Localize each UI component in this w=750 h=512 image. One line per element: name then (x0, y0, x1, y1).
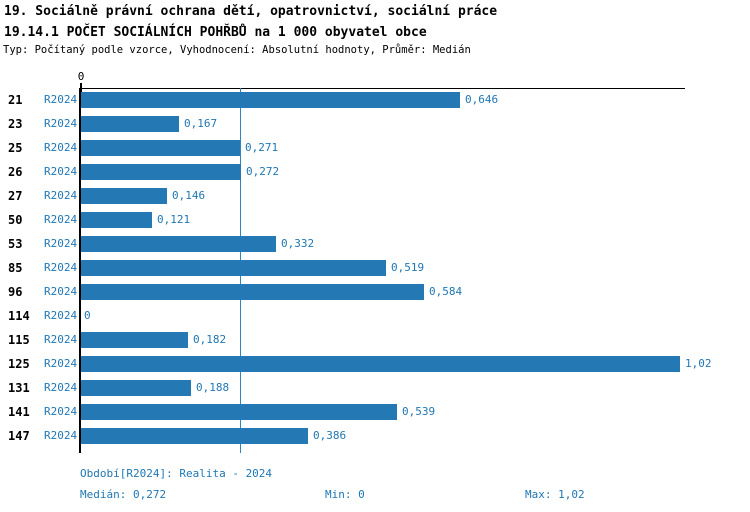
chart-row: 53 R2024 0,332 (0, 236, 750, 252)
chart-row: 125 R2024 1,02 (0, 356, 750, 372)
row-category-label: 147 (8, 429, 30, 443)
row-period-label: R2024 (44, 381, 78, 394)
row-period-label: R2024 (44, 165, 78, 178)
bar (81, 92, 460, 108)
bar-value-label: 0,272 (246, 165, 280, 178)
chart-row: 27 R2024 0,146 (0, 188, 750, 204)
bar-value-label: 0,519 (391, 261, 425, 274)
row-period-label: R2024 (44, 309, 78, 322)
bar (81, 332, 188, 348)
row-category-label: 25 (8, 141, 23, 155)
row-period-label: R2024 (44, 429, 78, 442)
bar-value-label: 0,182 (193, 333, 227, 346)
chart-title-line1: 19. Sociálně právní ochrana dětí, opatro… (4, 4, 498, 19)
row-category-label: 53 (8, 237, 23, 251)
bar-value-label: 1,02 (685, 357, 712, 370)
row-category-label: 50 (8, 213, 23, 227)
row-period-label: R2024 (44, 333, 78, 346)
chart-row: 115 R2024 0,182 (0, 332, 750, 348)
bar (81, 236, 276, 252)
chart-row: 131 R2024 0,188 (0, 380, 750, 396)
row-category-label: 96 (8, 285, 23, 299)
row-period-label: R2024 (44, 213, 78, 226)
row-period-label: R2024 (44, 261, 78, 274)
row-category-label: 115 (8, 333, 30, 347)
bar-value-label: 0,167 (184, 117, 218, 130)
row-category-label: 141 (8, 405, 30, 419)
chart-row: 141 R2024 0,539 (0, 404, 750, 420)
y-axis-line (79, 88, 81, 453)
bar-value-label: 0,584 (429, 285, 463, 298)
bar (81, 188, 167, 204)
min-stat: Min: 0 (325, 488, 365, 501)
chart-row: 26 R2024 0,272 (0, 164, 750, 180)
chart-row: 23 R2024 0,167 (0, 116, 750, 132)
bar (81, 284, 424, 300)
row-period-label: R2024 (44, 141, 78, 154)
row-category-label: 27 (8, 189, 23, 203)
bar-value-label: 0,121 (157, 213, 191, 226)
bar (81, 116, 179, 132)
chart-row: 96 R2024 0,584 (0, 284, 750, 300)
bar-value-label: 0,386 (313, 429, 347, 442)
chart-row: 147 R2024 0,386 (0, 428, 750, 444)
bar-value-label: 0 (84, 309, 91, 322)
bar-value-label: 0,146 (172, 189, 206, 202)
row-category-label: 85 (8, 261, 23, 275)
bar (81, 380, 191, 396)
x-axis-zero-tick (80, 83, 82, 92)
bar (81, 164, 241, 180)
bar-value-label: 0,646 (465, 93, 499, 106)
max-stat: Max: 1,02 (525, 488, 585, 501)
bar (81, 356, 680, 372)
row-category-label: 131 (8, 381, 30, 395)
row-category-label: 23 (8, 117, 23, 131)
row-period-label: R2024 (44, 93, 78, 106)
row-period-label: R2024 (44, 237, 78, 250)
bar-value-label: 0,539 (402, 405, 436, 418)
x-axis-zero-label: 0 (77, 70, 85, 83)
chart-row: 25 R2024 0,271 (0, 140, 750, 156)
row-category-label: 125 (8, 357, 30, 371)
bar (81, 428, 308, 444)
chart-row: 114 R2024 0 (0, 308, 750, 324)
row-category-label: 114 (8, 309, 30, 323)
chart-row: 21 R2024 0,646 (0, 92, 750, 108)
chart-title-line2: 19.14.1 POČET SOCIÁLNÍCH POHŘBŮ na 1 000… (4, 25, 427, 40)
bar (81, 212, 152, 228)
row-period-label: R2024 (44, 189, 78, 202)
row-category-label: 21 (8, 93, 23, 107)
chart-subtitle: Typ: Počítaný podle vzorce, Vyhodnocení:… (3, 44, 471, 56)
row-period-label: R2024 (44, 357, 78, 370)
bar (81, 260, 386, 276)
chart-row: 50 R2024 0,121 (0, 212, 750, 228)
bar-value-label: 0,188 (196, 381, 230, 394)
chart-row: 85 R2024 0,519 (0, 260, 750, 276)
bar-value-label: 0,332 (281, 237, 315, 250)
row-period-label: R2024 (44, 405, 78, 418)
row-period-label: R2024 (44, 285, 78, 298)
bar-value-label: 0,271 (245, 141, 279, 154)
row-period-label: R2024 (44, 117, 78, 130)
bar (81, 140, 240, 156)
period-legend: Období[R2024]: Realita - 2024 (80, 467, 273, 480)
bar (81, 404, 397, 420)
row-category-label: 26 (8, 165, 23, 179)
median-stat: Medián: 0,272 (80, 488, 167, 501)
x-axis-line (81, 88, 685, 89)
